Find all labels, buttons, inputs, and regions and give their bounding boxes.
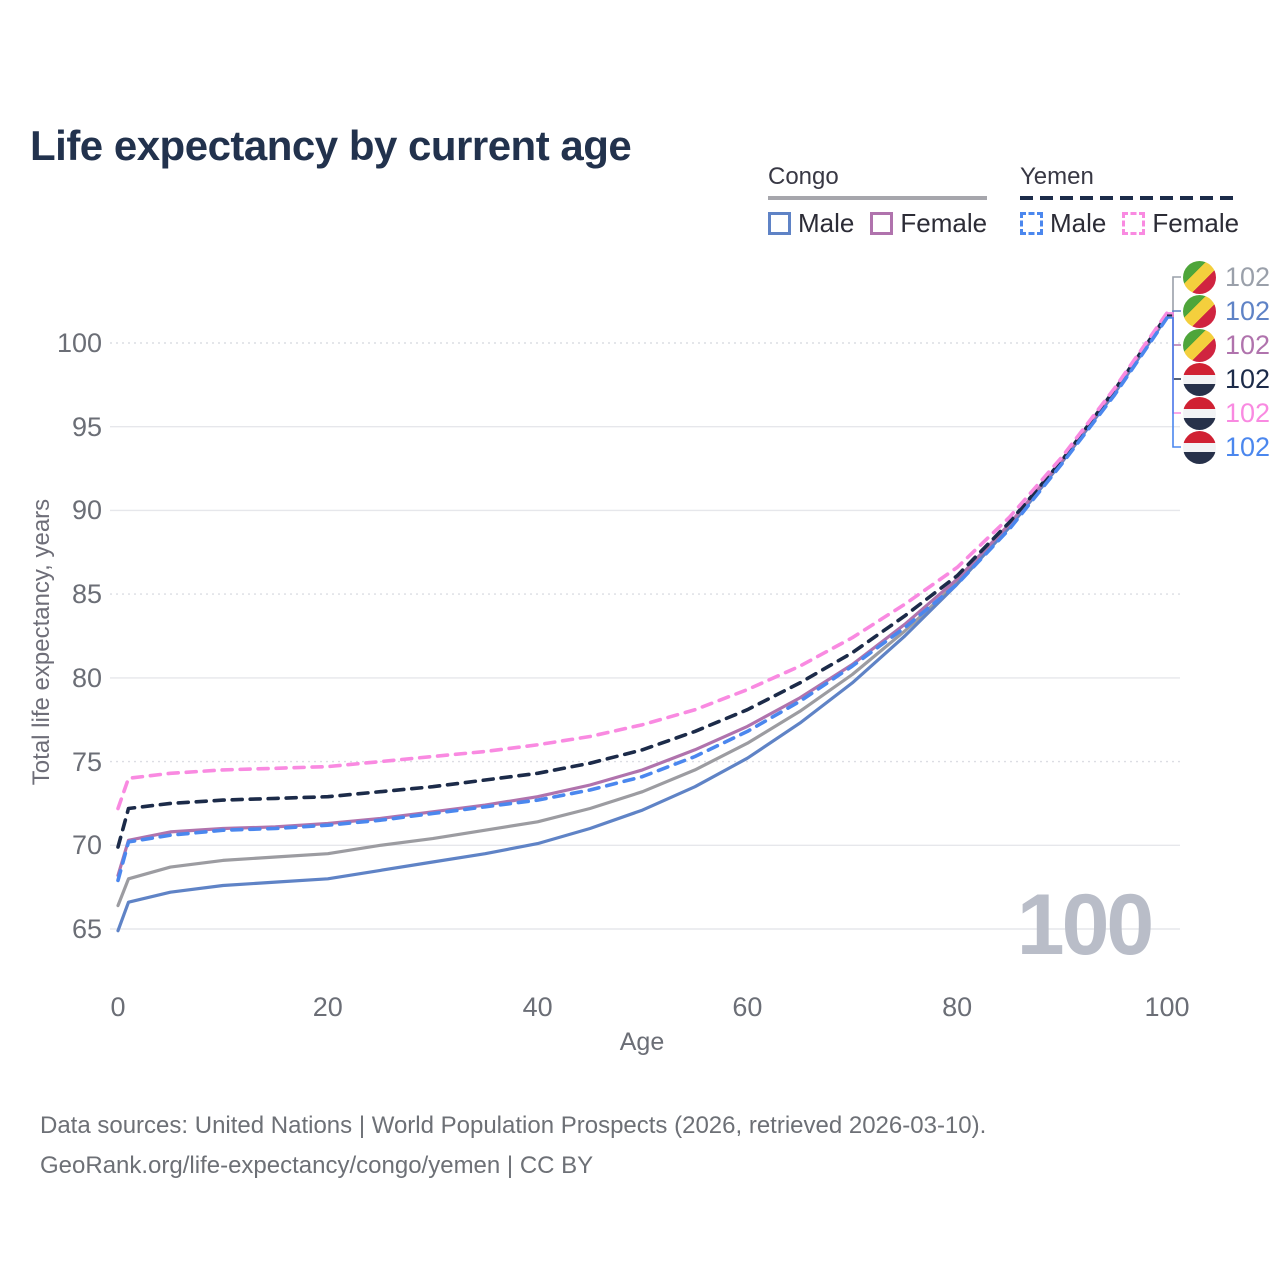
yemen-flag-icon: [1183, 362, 1216, 396]
legend-group-congo: Congo Male Female: [768, 163, 988, 239]
end-label-connector: [1167, 314, 1181, 380]
legend-item-label: Female: [1152, 208, 1240, 238]
series-line-congo-male[interactable]: [116, 315, 1169, 933]
yemen-flag-icon: [1183, 396, 1216, 430]
end-label-row: 102: [1183, 294, 1271, 328]
yemen-male-swatch-icon: [1020, 212, 1043, 235]
legend-item-yemen-male[interactable]: Male: [1020, 208, 1106, 239]
y-axis-tick-label: 95: [71, 411, 102, 442]
legend-item-label: Male: [798, 208, 855, 238]
end-label-row: 102: [1183, 362, 1271, 396]
legend-item-label: Female: [900, 208, 988, 238]
end-label-value: 102: [1225, 295, 1271, 326]
end-label-value: 102: [1225, 329, 1271, 360]
congo-male-swatch-icon: [768, 212, 791, 235]
legend-group-yemen: Yemen Male Female: [1020, 163, 1240, 239]
yemen-line-style-sample: [1020, 196, 1240, 200]
age-counter-watermark: 100: [1016, 877, 1155, 973]
congo-female-swatch-icon: [870, 212, 894, 235]
end-label-connector: [1167, 313, 1181, 346]
x-axis-tick-label: 0: [110, 992, 126, 1022]
congo-line-style-sample: [768, 196, 988, 200]
end-label-row: 102: [1183, 396, 1271, 430]
x-axis-tick-label: 40: [522, 992, 553, 1022]
y-axis-tick-label: 90: [71, 495, 102, 526]
footer-attribution: GeoRank.org/life-expectancy/congo/yemen …: [40, 1152, 594, 1179]
x-axis-tick-label: 80: [942, 992, 973, 1022]
series-line-yemen-female[interactable]: [116, 311, 1169, 811]
x-axis-title: Age: [619, 1028, 665, 1056]
end-label-connector: [1167, 312, 1181, 414]
y-axis-tick-label: 85: [71, 579, 102, 610]
yemen-flag-icon: [1183, 430, 1216, 464]
end-label-connector: [1167, 317, 1181, 448]
congo-flag-icon: [1183, 260, 1216, 294]
y-axis-tick-label: 70: [71, 830, 102, 861]
y-axis-tick-label: 75: [71, 746, 102, 777]
congo-flag-icon: [1183, 328, 1216, 362]
legend-item-congo-male[interactable]: Male: [768, 208, 854, 239]
x-axis-tick-label: 20: [312, 992, 343, 1022]
x-axis-tick-label: 60: [732, 992, 763, 1022]
end-label-row: 102: [1183, 260, 1271, 294]
end-label-value: 102: [1225, 261, 1271, 292]
page-title: Life expectancy by current age: [30, 122, 632, 170]
y-axis-tick-label: 100: [56, 327, 102, 358]
end-label-value: 102: [1225, 397, 1271, 428]
legend-country-congo[interactable]: Congo: [768, 163, 839, 190]
y-axis-title: Total life expectancy, years: [28, 498, 55, 786]
legend-item-label: Male: [1050, 208, 1107, 238]
end-label-value: 102: [1225, 363, 1271, 394]
yemen-female-swatch-icon: [1122, 212, 1146, 235]
series-line-yemen-both-sexes[interactable]: [116, 313, 1169, 849]
legend-item-congo-female[interactable]: Female: [870, 208, 987, 239]
legend-item-yemen-female[interactable]: Female: [1122, 208, 1239, 239]
end-label-row: 102: [1183, 328, 1271, 362]
series-line-congo-both-sexes[interactable]: [116, 314, 1169, 908]
congo-flag-icon: [1183, 294, 1216, 328]
y-axis-tick-label: 65: [71, 914, 102, 944]
footer: Data sources: United Nations | World Pop…: [40, 1106, 986, 1186]
x-axis-tick-label: 100: [1144, 992, 1190, 1022]
series-line-yemen-male[interactable]: [116, 316, 1169, 883]
end-label-row: 102: [1183, 430, 1271, 464]
end-label-value: 102: [1225, 431, 1271, 462]
footer-data-sources: Data sources: United Nations | World Pop…: [40, 1112, 987, 1139]
y-axis-tick-label: 80: [71, 662, 102, 693]
legend-country-yemen[interactable]: Yemen: [1020, 163, 1094, 190]
